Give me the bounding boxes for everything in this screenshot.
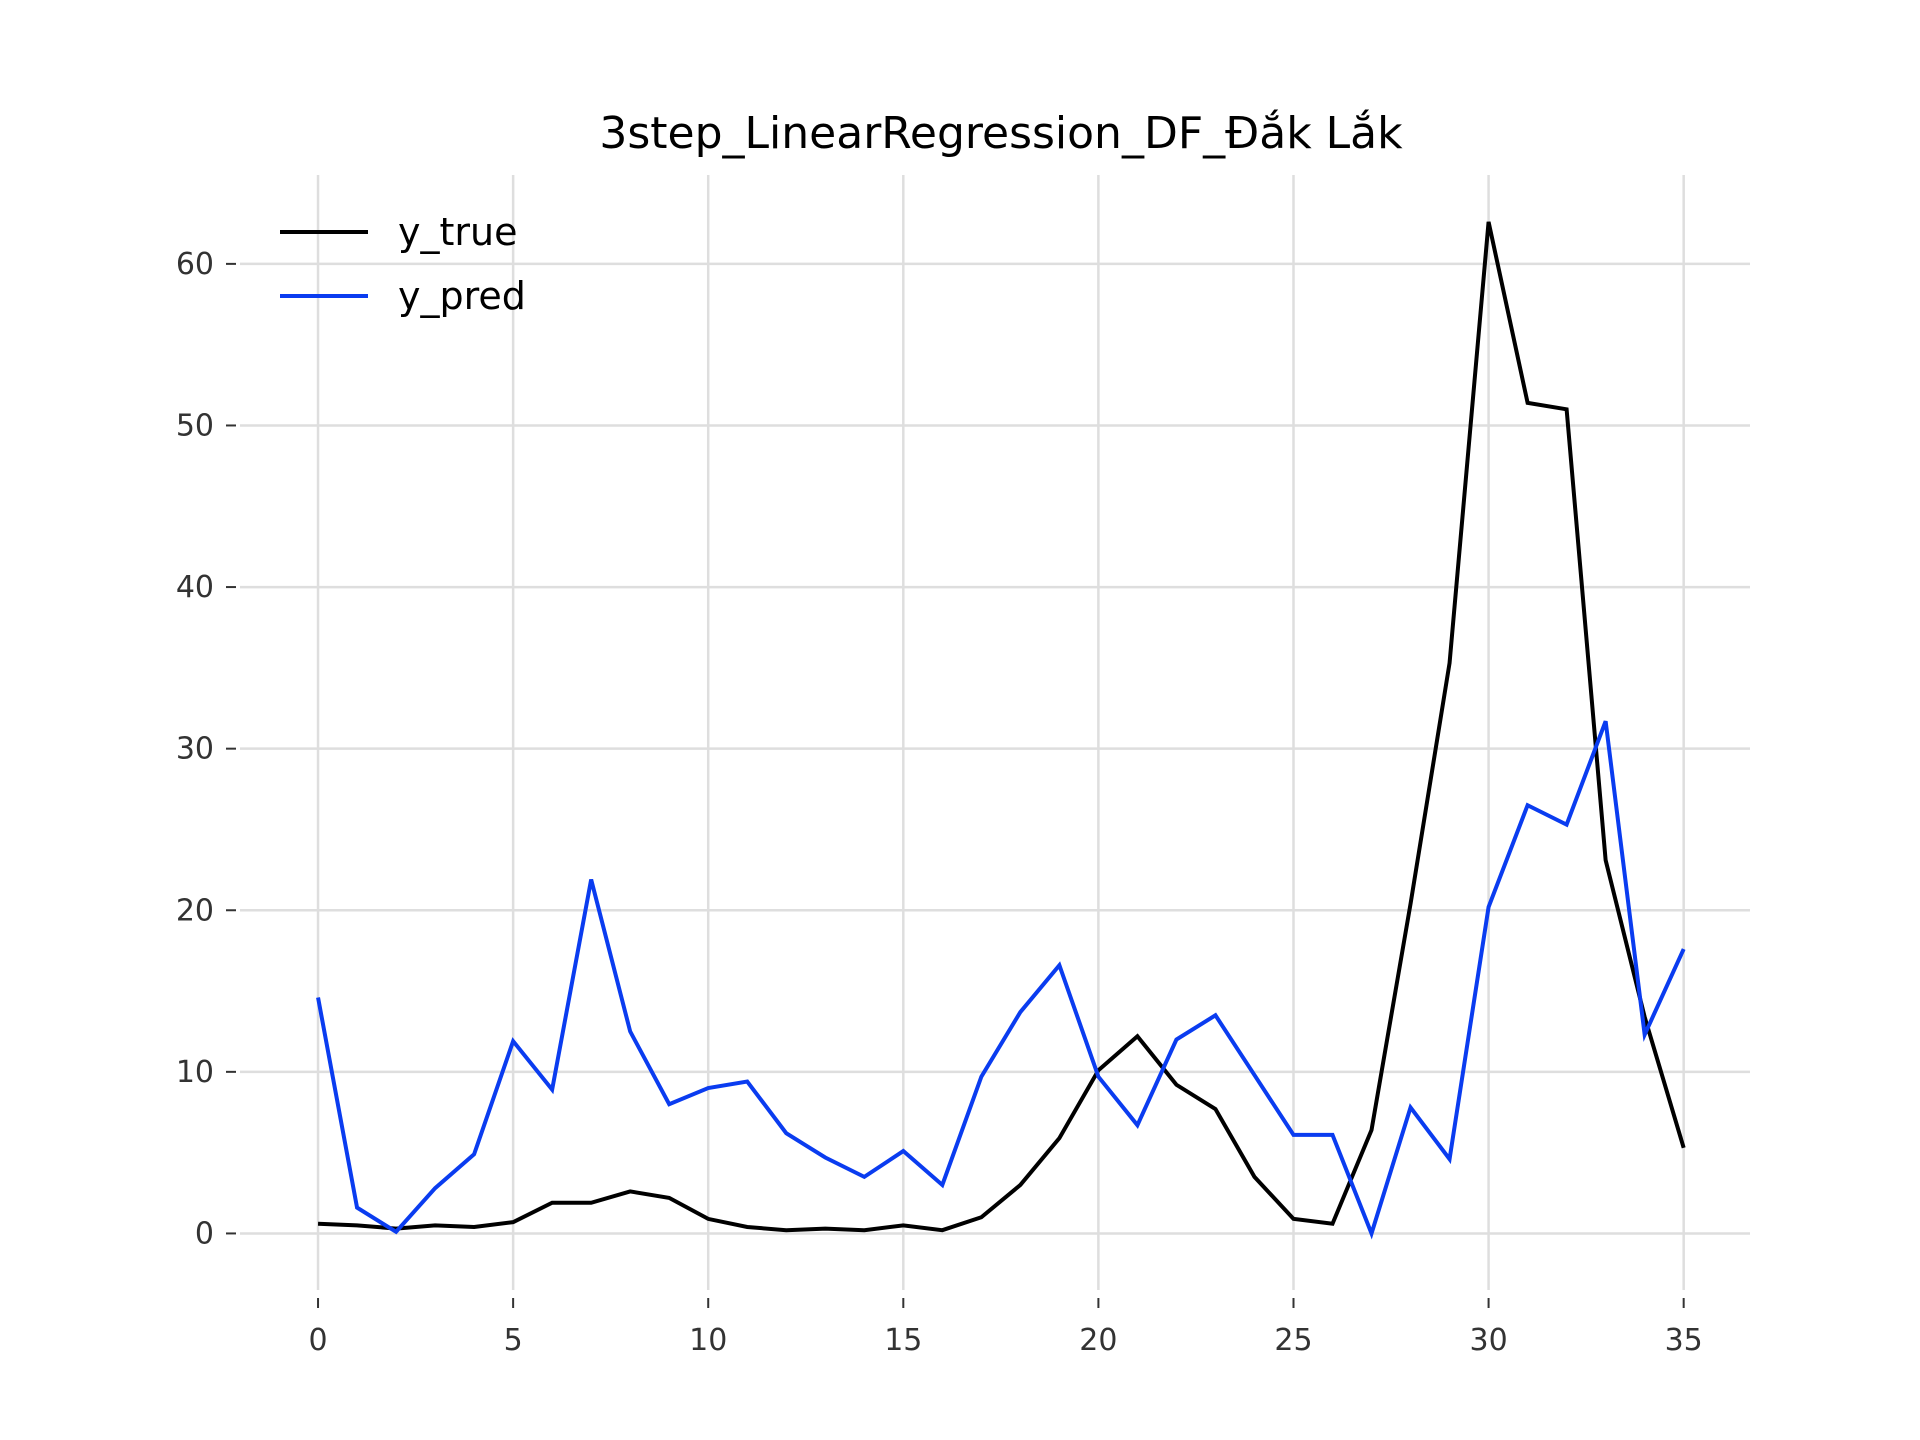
grid (240, 175, 1750, 1290)
y-tick-label: 20 (176, 893, 214, 928)
chart-title: 3step_LinearRegression_DF_Đắk Lắk (599, 108, 1403, 159)
y-tick-label: 30 (176, 732, 214, 767)
x-tick-label: 10 (689, 1323, 727, 1358)
x-tick-label: 15 (884, 1323, 922, 1358)
x-tick-label: 0 (308, 1323, 327, 1358)
x-tick-label: 25 (1274, 1323, 1312, 1358)
legend-label: y_true (398, 210, 517, 254)
y-tick-label: 10 (176, 1055, 214, 1090)
y-tick-label: 60 (176, 247, 214, 282)
axes: 0 5 10 15 20 25 30 35 0 10 20 30 40 50 60 (176, 247, 1703, 1358)
series-lines (316, 221, 1686, 1240)
y-tick-label: 40 (176, 570, 214, 605)
legend: y_true y_pred (280, 210, 526, 318)
series-line-y-pred (316, 720, 1686, 1240)
y-tick-label: 50 (176, 408, 214, 443)
y-tick-label: 0 (195, 1216, 214, 1251)
legend-label: y_pred (398, 274, 526, 318)
x-tick-label: 30 (1469, 1323, 1507, 1358)
series-line-y-true (317, 221, 1686, 1233)
x-tick-label: 5 (504, 1323, 523, 1358)
x-tick-label: 35 (1665, 1323, 1703, 1358)
x-tick-label: 20 (1079, 1323, 1117, 1358)
